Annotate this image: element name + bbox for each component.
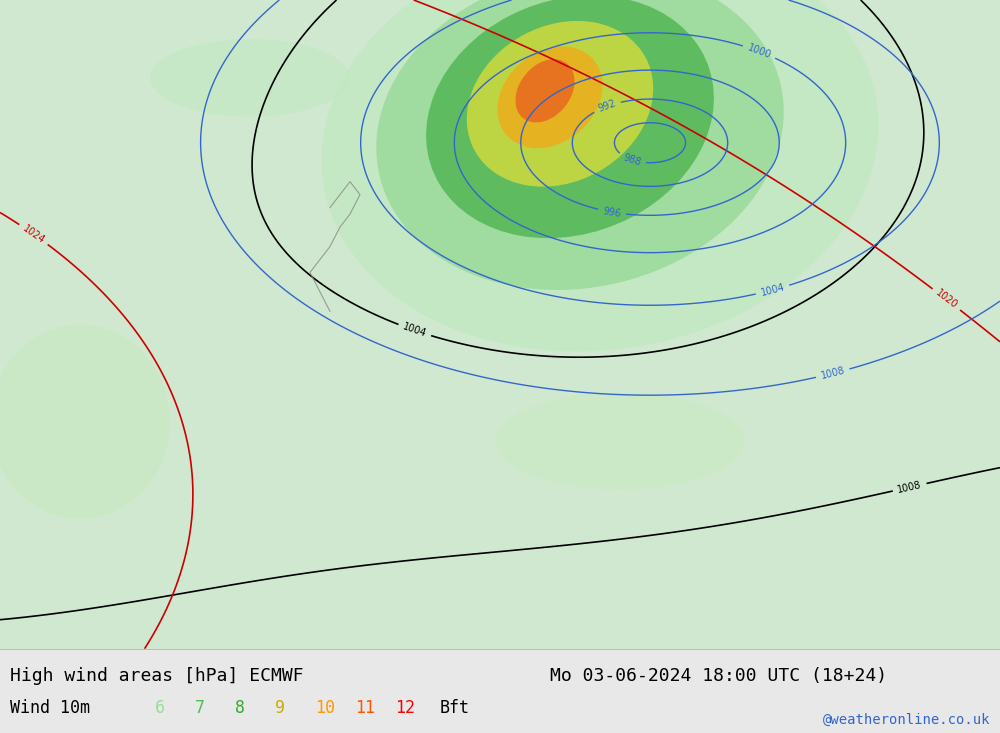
Text: @weatheronline.co.uk: @weatheronline.co.uk (822, 713, 990, 727)
Ellipse shape (426, 0, 714, 238)
Text: Wind 10m: Wind 10m (10, 699, 90, 717)
FancyBboxPatch shape (0, 649, 1000, 733)
Text: 1020: 1020 (934, 288, 959, 311)
Text: 10: 10 (315, 699, 335, 717)
Text: 1004: 1004 (759, 282, 786, 298)
Text: 996: 996 (602, 206, 622, 218)
Text: 992: 992 (597, 98, 618, 114)
Text: Mo 03-06-2024 18:00 UTC (18+24): Mo 03-06-2024 18:00 UTC (18+24) (550, 667, 887, 685)
Ellipse shape (0, 324, 170, 519)
Ellipse shape (321, 0, 879, 352)
Text: 8: 8 (235, 699, 245, 717)
Ellipse shape (376, 0, 784, 290)
Text: Bft: Bft (440, 699, 470, 717)
Text: High wind areas [hPa] ECMWF: High wind areas [hPa] ECMWF (10, 667, 304, 685)
Text: 9: 9 (275, 699, 285, 717)
Ellipse shape (150, 39, 350, 117)
Text: 1000: 1000 (746, 43, 772, 61)
Text: 1004: 1004 (402, 322, 428, 339)
Ellipse shape (495, 392, 745, 490)
Ellipse shape (515, 59, 575, 122)
Text: 12: 12 (395, 699, 415, 717)
Text: 7: 7 (195, 699, 205, 717)
Text: 1008: 1008 (820, 366, 846, 381)
Ellipse shape (467, 21, 653, 187)
Text: 11: 11 (355, 699, 375, 717)
Text: 1024: 1024 (21, 223, 47, 246)
Ellipse shape (497, 46, 603, 148)
Text: 1008: 1008 (897, 479, 923, 495)
Text: 988: 988 (622, 152, 642, 168)
Text: 6: 6 (155, 699, 165, 717)
